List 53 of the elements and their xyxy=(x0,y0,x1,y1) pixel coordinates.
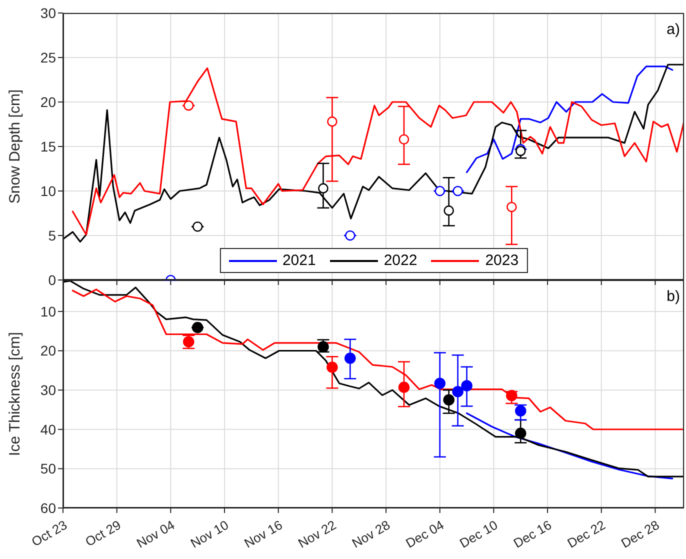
x-tick-label: Nov 10 xyxy=(188,517,232,551)
y-tick-label: 5 xyxy=(48,227,56,244)
y-tick-label: 50 xyxy=(40,460,56,477)
point xyxy=(434,186,446,196)
point xyxy=(514,428,526,439)
x-tick-label: Dec 10 xyxy=(457,517,500,551)
point xyxy=(461,380,472,392)
point xyxy=(506,202,517,212)
point xyxy=(344,230,356,241)
y-tick-label: 40 xyxy=(40,421,56,438)
point xyxy=(398,382,410,393)
point xyxy=(434,378,446,390)
y-tick-label: 20 xyxy=(40,342,56,359)
y-tick-label: 10 xyxy=(40,303,56,320)
y-tick-label: 60 xyxy=(40,500,56,516)
y-tick-label: 0 xyxy=(48,272,56,288)
point xyxy=(443,394,454,406)
point xyxy=(326,362,338,373)
legend-label: 2023 xyxy=(485,252,519,269)
annotation: b) xyxy=(666,288,680,305)
point xyxy=(452,186,463,196)
point xyxy=(327,116,338,127)
y-tick-label: 30 xyxy=(40,382,56,398)
y-tick-label: 30 xyxy=(40,4,56,21)
legend-label: 2022 xyxy=(384,252,418,269)
point xyxy=(192,322,204,334)
y-axis-title: Snow Depth [cm] xyxy=(6,89,24,204)
x-tick-label: Dec 16 xyxy=(510,517,554,551)
point xyxy=(344,352,356,364)
point xyxy=(318,183,328,194)
point xyxy=(514,405,526,417)
x-tick-label: Nov 22 xyxy=(296,517,339,551)
x-tick-label: Oct 23 xyxy=(28,517,70,550)
x-tick-label: Dec 04 xyxy=(403,517,446,551)
point xyxy=(192,221,203,232)
x-tick-label: Dec 22 xyxy=(564,517,608,551)
x-tick-label: Dec 28 xyxy=(618,517,662,551)
y-tick-label: 10 xyxy=(40,182,56,199)
y-axis-title: Ice Thickness [cm] xyxy=(6,332,24,456)
y-tick-label: 20 xyxy=(40,94,56,110)
x-tick-label: Nov 28 xyxy=(349,517,393,551)
point xyxy=(506,390,518,402)
point xyxy=(398,134,410,145)
x-tick-label: Nov 16 xyxy=(242,517,285,551)
point xyxy=(452,386,464,398)
y-tick-label: 25 xyxy=(40,49,56,66)
x-tick-label: Nov 04 xyxy=(134,517,178,551)
point xyxy=(444,205,454,216)
y-tick-label: 15 xyxy=(40,138,56,154)
legend-label: 2021 xyxy=(282,252,316,269)
point xyxy=(183,100,194,111)
annotation: a) xyxy=(666,21,680,38)
x-tick-label: Oct 29 xyxy=(82,517,124,550)
